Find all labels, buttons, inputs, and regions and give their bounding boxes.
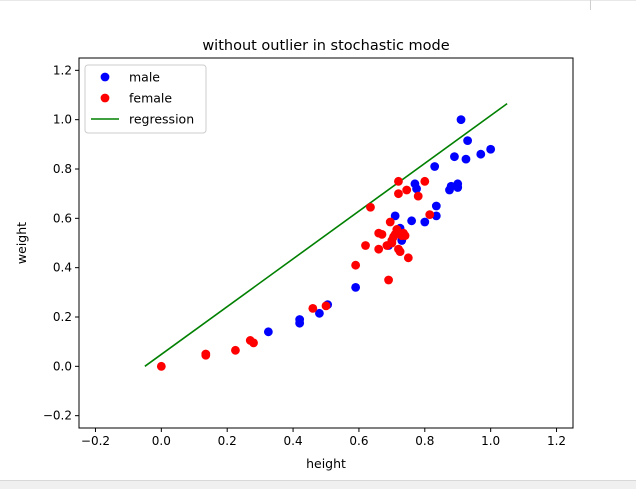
male-point	[431, 211, 441, 221]
window-top-edge	[0, 0, 636, 1]
male-point	[476, 149, 486, 159]
x-tick-label: 1.2	[547, 434, 566, 448]
legend-label-female: female	[129, 91, 172, 106]
female-point	[374, 244, 384, 254]
legend-label-regression: regression	[129, 112, 194, 127]
male-point	[445, 185, 454, 195]
y-tick-label: 0.8	[53, 162, 72, 176]
female-point	[420, 176, 430, 186]
male-point	[351, 283, 361, 292]
x-tick-label: 0.4	[284, 434, 303, 448]
male-point	[431, 201, 441, 211]
x-tick-label: 0.6	[349, 434, 368, 448]
female-point	[366, 202, 375, 212]
female-point	[387, 236, 397, 245]
x-axis-label: height	[306, 456, 346, 471]
male-point	[420, 217, 430, 227]
y-tick-label: −0.2	[43, 409, 72, 423]
female-point	[156, 361, 166, 371]
x-tick-label: 0.0	[152, 434, 171, 448]
female-point	[394, 189, 403, 199]
y-tick-label: 1.2	[53, 63, 72, 77]
female-point	[392, 225, 402, 234]
legend-marker-female	[100, 93, 110, 103]
y-tick-label: 0.2	[53, 310, 72, 324]
female-point	[384, 275, 393, 285]
x-tick-label: 0.8	[415, 434, 434, 448]
y-axis-ticks: −0.2 0.0 0.2 0.4 0.6 0.8 1.0 1.2	[43, 63, 79, 423]
female-point	[385, 217, 395, 227]
male-point	[430, 162, 440, 171]
male-point	[450, 152, 459, 162]
y-tick-label: 1.0	[53, 113, 72, 127]
female-point	[249, 338, 258, 348]
male-point	[315, 308, 324, 318]
legend-box	[84, 64, 207, 134]
y-tick-label: 0.0	[53, 359, 72, 373]
male-point	[456, 115, 466, 125]
y-tick-label: 0.4	[53, 261, 72, 275]
legend: male female regression	[84, 64, 207, 134]
female-point	[321, 301, 331, 311]
regression-line	[144, 102, 508, 367]
male-point	[461, 154, 471, 164]
male-point	[263, 327, 273, 337]
male-point	[463, 136, 473, 146]
x-tick-label: 1.0	[481, 434, 500, 448]
female-point	[413, 191, 423, 201]
male-point	[412, 184, 421, 194]
female-point	[425, 210, 435, 220]
x-axis-ticks: −0.2 0.0 0.2 0.4 0.6 0.8 1.0 1.2	[81, 428, 566, 448]
female-point	[361, 241, 370, 250]
female-point	[400, 231, 410, 241]
window-top-divider	[590, 0, 591, 10]
axes-frame	[78, 57, 574, 429]
female-point	[351, 260, 361, 270]
x-tick-label: −0.2	[81, 434, 110, 448]
female-point	[231, 345, 240, 355]
chart-marks	[144, 102, 508, 371]
female-point	[402, 185, 412, 195]
female-point	[377, 229, 387, 239]
chart-title: without outlier in stochastic mode	[202, 38, 449, 54]
male-point	[407, 216, 417, 226]
female-point	[201, 350, 211, 360]
legend-marker-male	[100, 72, 110, 82]
female-point	[395, 247, 405, 257]
female-point	[394, 176, 403, 186]
x-tick-label: 0.2	[218, 434, 237, 448]
female-point	[403, 253, 413, 263]
legend-label-male: male	[129, 70, 160, 85]
toolbar-strip	[0, 480, 636, 489]
y-axis-label: weight	[14, 222, 29, 264]
male-point	[295, 318, 305, 328]
male-point	[390, 211, 400, 221]
y-tick-label: 0.6	[53, 211, 72, 225]
female-point	[308, 303, 318, 313]
male-point	[453, 183, 463, 192]
male-point	[486, 144, 496, 154]
